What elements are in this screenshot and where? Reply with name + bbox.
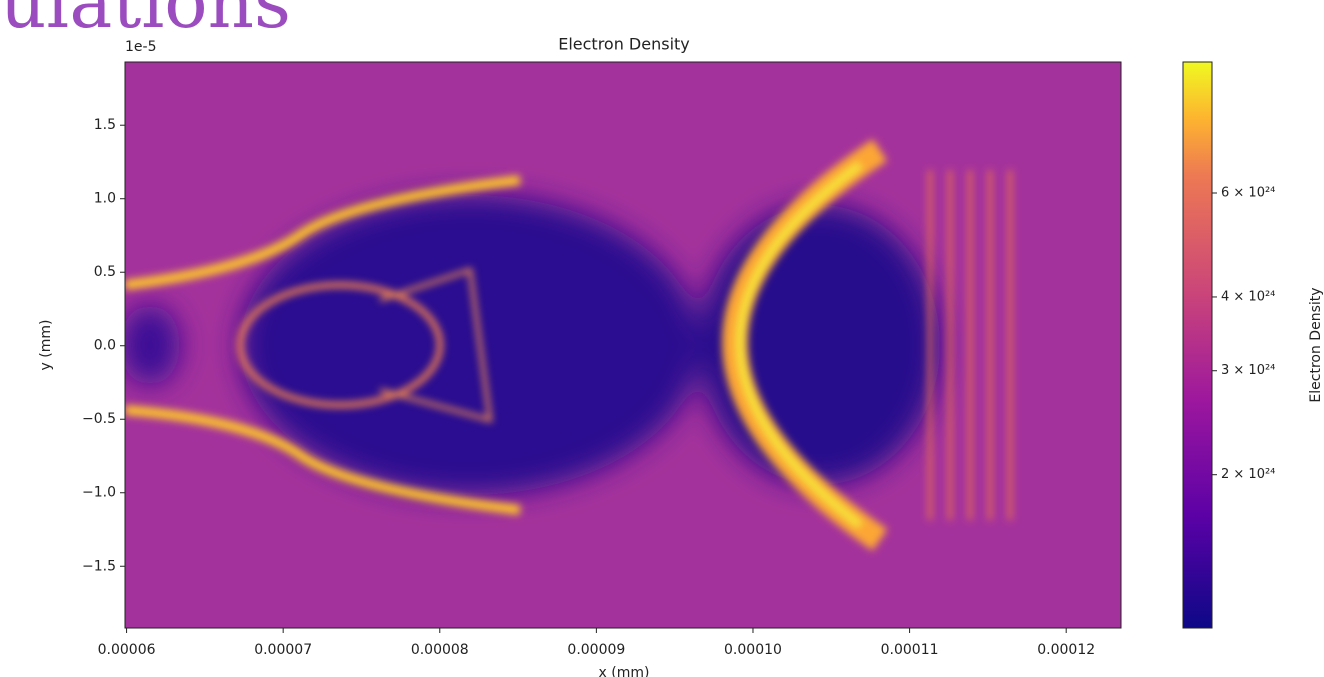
x-tick-label: 0.00007	[254, 642, 312, 658]
y-tick-label: −1.0	[82, 485, 116, 501]
y-tick-label: −0.5	[82, 411, 116, 427]
x-tick-label: 0.00008	[411, 642, 469, 658]
y-tick-label: 0.0	[94, 338, 116, 354]
heatmap-field	[125, 62, 1121, 628]
chart-title: Electron Density	[558, 35, 690, 54]
y-tick-label: 0.5	[94, 264, 116, 280]
x-tick-label: 0.00006	[98, 642, 156, 658]
colorbar-tick-label: 2 × 10²⁴	[1221, 467, 1275, 482]
colorbar-tick-label: 3 × 10²⁴	[1221, 363, 1275, 378]
x-tick-label: 0.00009	[567, 642, 625, 658]
x-tick-label: 0.00011	[881, 642, 939, 658]
colorbar-tick-label: 4 × 10²⁴	[1221, 289, 1275, 304]
axis-offset: 1e-5	[125, 39, 156, 55]
colorbar-tick-label: 6 × 10²⁴	[1221, 185, 1275, 200]
plot-frame	[124, 61, 1122, 629]
y-tick-label: −1.5	[82, 558, 116, 574]
x-tick-label: 0.00012	[1037, 642, 1095, 658]
page-title: ulations	[0, 0, 291, 44]
colorbar-label: Electron Density	[1308, 287, 1324, 402]
colorbar	[1182, 61, 1213, 629]
y-tick-label: 1.0	[94, 191, 116, 207]
x-axis-label: x (mm)	[599, 665, 650, 677]
y-tick-label: 1.5	[94, 117, 116, 133]
y-axis-label: y (mm)	[38, 320, 54, 371]
x-tick-label: 0.00010	[724, 642, 782, 658]
